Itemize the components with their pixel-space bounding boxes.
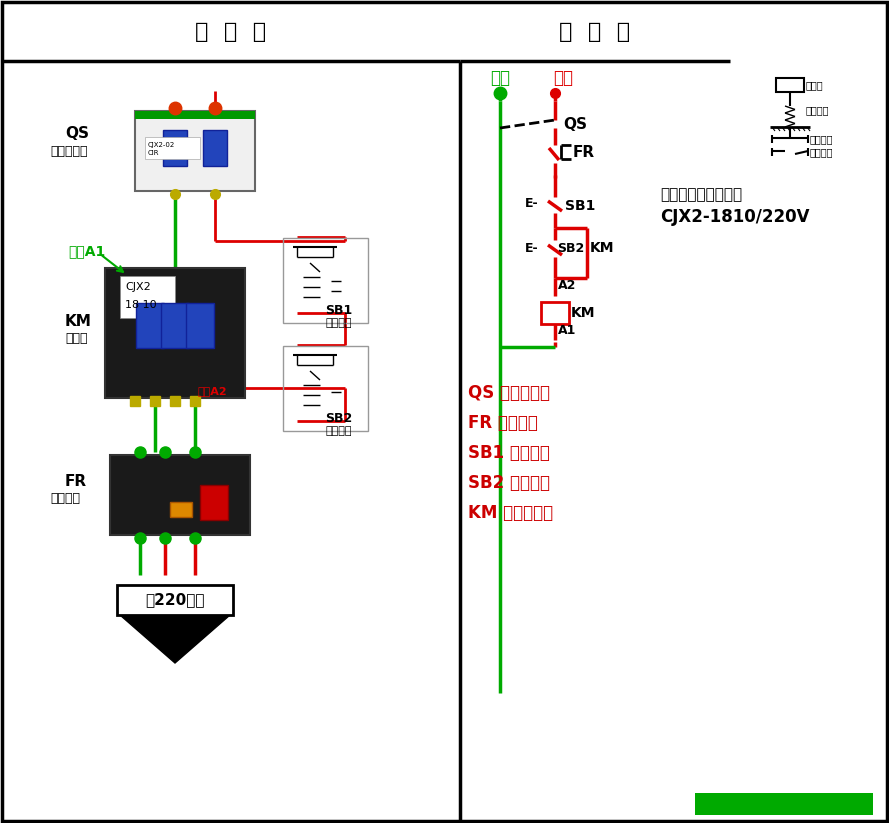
Text: FR: FR [573, 145, 595, 160]
Bar [110, 455, 250, 535]
Bar [120, 276, 175, 318]
Text: 启动按钮: 启动按钮 [325, 426, 351, 436]
Text: 常开触头: 常开触头 [810, 147, 834, 157]
Text: 百度知道 chnbamboo: 百度知道 chnbamboo [726, 797, 842, 811]
Text: 零线: 零线 [490, 69, 510, 87]
Text: A1: A1 [558, 323, 576, 337]
Bar [136, 303, 164, 348]
Text: 注：交流接触器选用: 注：交流接触器选用 [660, 188, 742, 202]
Text: A2: A2 [558, 278, 576, 291]
Text: 按钮帽: 按钮帽 [806, 80, 823, 90]
Text: 热继电器: 热继电器 [50, 491, 80, 504]
Text: CJX2-1810/220V: CJX2-1810/220V [660, 208, 810, 226]
Bar [283, 238, 368, 323]
Text: 火线: 火线 [553, 69, 573, 87]
Text: 常闭触头: 常闭触头 [810, 134, 834, 144]
Text: 18 10: 18 10 [125, 300, 156, 310]
Text: 接220电机: 接220电机 [145, 593, 204, 607]
Text: KM 交流接触器: KM 交流接触器 [468, 504, 553, 522]
Text: 复位弹簧: 复位弹簧 [806, 105, 829, 115]
Text: FR: FR [65, 473, 87, 489]
Text: 接触器: 接触器 [65, 332, 87, 345]
Bar [117, 585, 233, 615]
Text: CJX2: CJX2 [125, 282, 151, 292]
Bar [203, 130, 227, 166]
Text: KM: KM [65, 314, 92, 328]
Text: SB2 启动按钮: SB2 启动按钮 [468, 474, 550, 492]
Text: KM: KM [571, 306, 596, 320]
Bar [170, 502, 192, 517]
Text: SB1: SB1 [325, 304, 352, 317]
Text: SB2: SB2 [325, 412, 352, 425]
Text: E-: E- [525, 241, 539, 254]
Text: FR 热继电器: FR 热继电器 [468, 414, 538, 432]
Text: 线圈A1: 线圈A1 [68, 244, 105, 258]
Text: QS: QS [563, 117, 587, 132]
Text: SB1 停止按钮: SB1 停止按钮 [468, 444, 550, 462]
Bar [695, 793, 873, 815]
Text: 空气断路器: 空气断路器 [50, 145, 87, 157]
Bar [135, 111, 255, 191]
Bar [186, 303, 214, 348]
Text: QS: QS [65, 125, 89, 141]
Text: SB1: SB1 [565, 199, 596, 213]
Bar [161, 303, 189, 348]
Bar [200, 485, 228, 520]
Bar [283, 346, 368, 431]
Bar [135, 111, 255, 119]
Text: SB2: SB2 [557, 241, 584, 254]
Text: 线圈A2: 线圈A2 [197, 386, 227, 396]
Bar [105, 268, 245, 398]
Text: CJX2-02: CJX2-02 [148, 142, 175, 148]
Polygon shape [120, 615, 230, 663]
Text: QS 空气断路器: QS 空气断路器 [468, 384, 550, 402]
Text: 实  物  图: 实 物 图 [196, 22, 267, 42]
Text: 停止按钮: 停止按钮 [325, 318, 351, 328]
Text: E-: E- [525, 197, 539, 210]
Bar [163, 130, 187, 166]
Text: 原  理  图: 原 理 图 [559, 22, 630, 42]
Text: CIR: CIR [148, 150, 159, 156]
Text: KM: KM [590, 241, 614, 255]
Bar [541, 302, 569, 324]
Bar [145, 137, 200, 159]
Bar [776, 78, 804, 92]
